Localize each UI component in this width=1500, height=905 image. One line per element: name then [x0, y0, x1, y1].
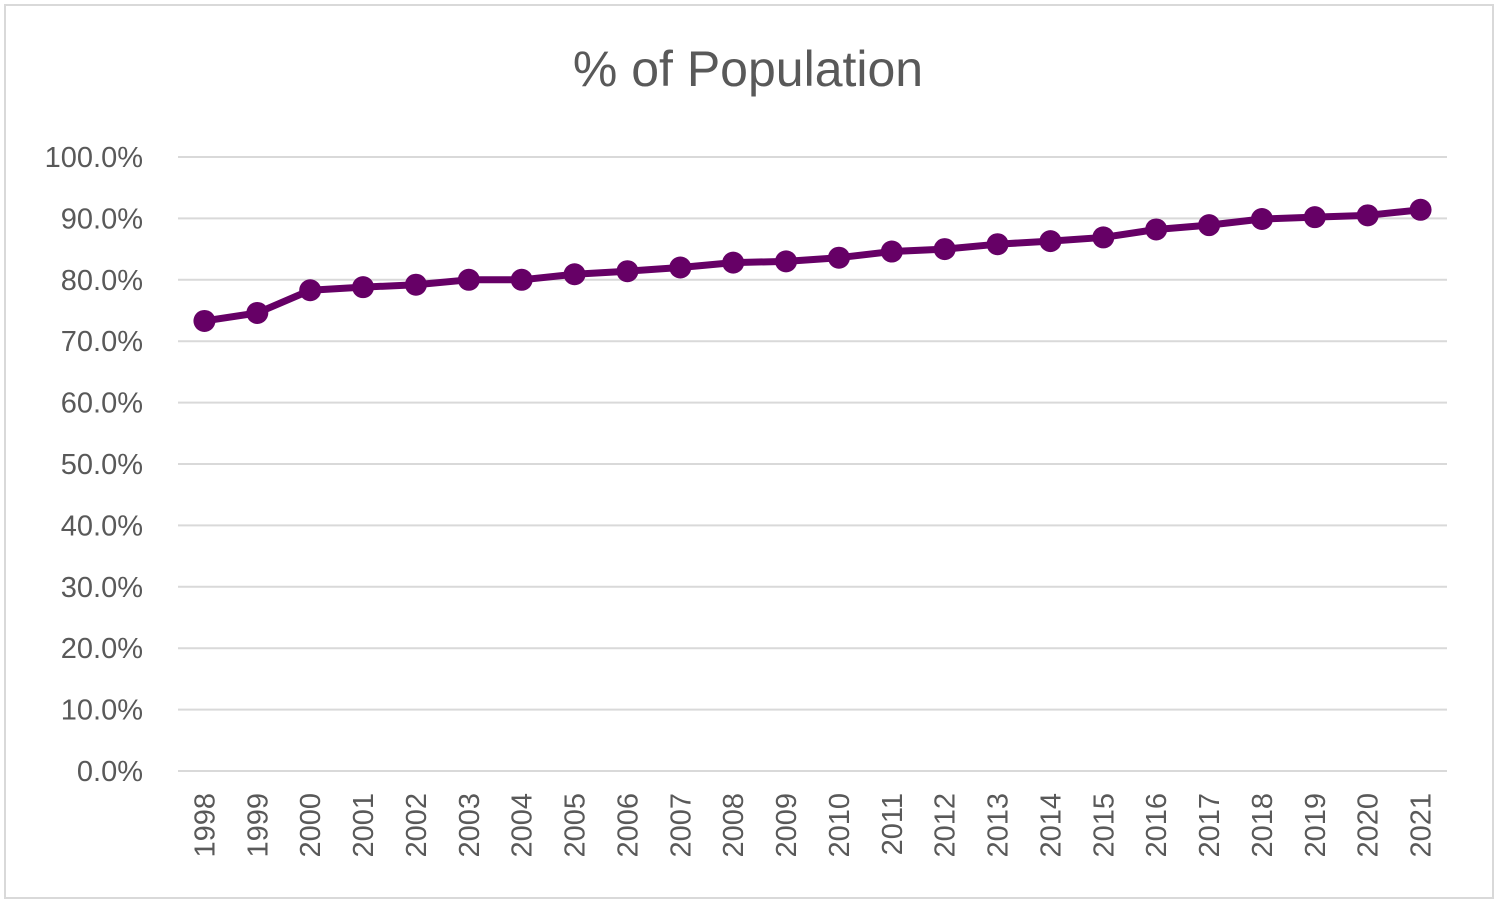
x-tick-label: 2007	[665, 793, 697, 858]
x-tick-label: 2011	[877, 793, 909, 855]
x-tick-label: 2003	[454, 793, 486, 858]
y-tick-label: 90.0%	[61, 203, 143, 235]
chart-frame	[4, 4, 1494, 899]
data-point	[827, 246, 850, 269]
x-tick-label: 2019	[1300, 793, 1332, 858]
data-point	[299, 279, 322, 302]
x-tick-label: 2002	[401, 793, 433, 858]
chart-title: % of Population	[572, 41, 924, 97]
y-tick-label: 0.0%	[77, 756, 143, 788]
data-point	[193, 309, 216, 332]
data-point	[933, 238, 956, 261]
x-tick-label: 2010	[824, 793, 856, 858]
y-tick-label: 30.0%	[61, 572, 143, 604]
y-tick-label: 40.0%	[61, 510, 143, 542]
data-point	[1145, 218, 1168, 241]
data-point	[669, 256, 692, 279]
data-point	[880, 240, 903, 263]
data-point	[1039, 230, 1062, 253]
x-tick-label: 2009	[771, 793, 803, 858]
gridlines	[178, 156, 1447, 772]
y-tick-label: 10.0%	[61, 695, 143, 727]
x-tick-label: 2018	[1247, 793, 1279, 858]
y-tick-label: 100.0%	[45, 142, 143, 174]
x-tick-label: 2021	[1406, 793, 1438, 858]
data-point	[1303, 206, 1326, 229]
x-tick-label: 2017	[1194, 793, 1226, 858]
data-point	[510, 268, 533, 291]
data-point	[1356, 204, 1379, 227]
data-point	[246, 301, 269, 324]
y-tick-label: 50.0%	[61, 449, 143, 481]
x-tick-label: 2008	[718, 793, 750, 858]
x-tick-label: 2020	[1353, 793, 1385, 858]
y-tick-label: 60.0%	[61, 388, 143, 420]
data-point	[1409, 198, 1432, 221]
data-point	[775, 250, 798, 273]
x-tick-label: 2016	[1141, 793, 1173, 858]
series-line	[200, 206, 1425, 325]
data-point	[616, 260, 639, 283]
x-tick-label: 1998	[189, 793, 221, 858]
data-point	[563, 263, 586, 286]
y-tick-label: 70.0%	[61, 326, 143, 358]
series-layer	[193, 198, 1432, 332]
x-tick-label: 2001	[348, 793, 380, 858]
x-tick-label: 2012	[930, 793, 962, 858]
x-axis-ticks: 1998 1999 2000 2001 2002 2003 2004 2005 2006 2007…	[189, 793, 1437, 858]
x-tick-label: 2006	[612, 793, 644, 858]
x-tick-label: 2014	[1035, 793, 1067, 858]
x-tick-label: 2015	[1088, 793, 1120, 858]
x-tick-label: 1999	[242, 793, 274, 858]
x-tick-label: 2004	[507, 793, 539, 858]
x-tick-label: 2000	[295, 793, 327, 858]
data-point	[722, 251, 745, 274]
y-tick-label: 80.0%	[61, 265, 143, 297]
x-tick-label: 2013	[983, 793, 1015, 858]
data-point	[404, 273, 427, 296]
x-tick-label: 2005	[560, 793, 592, 858]
y-tick-label: 20.0%	[61, 633, 143, 665]
data-point	[352, 276, 375, 299]
data-point	[1250, 208, 1273, 231]
y-axis-ticks: 0.0% 10.0% 20.0% 30.0% 40.0% 50.0% 60.0% 70.0% 8…	[45, 142, 143, 788]
data-point	[457, 268, 480, 291]
data-point	[1092, 226, 1115, 249]
data-point	[986, 233, 1009, 256]
data-point	[1198, 214, 1221, 237]
